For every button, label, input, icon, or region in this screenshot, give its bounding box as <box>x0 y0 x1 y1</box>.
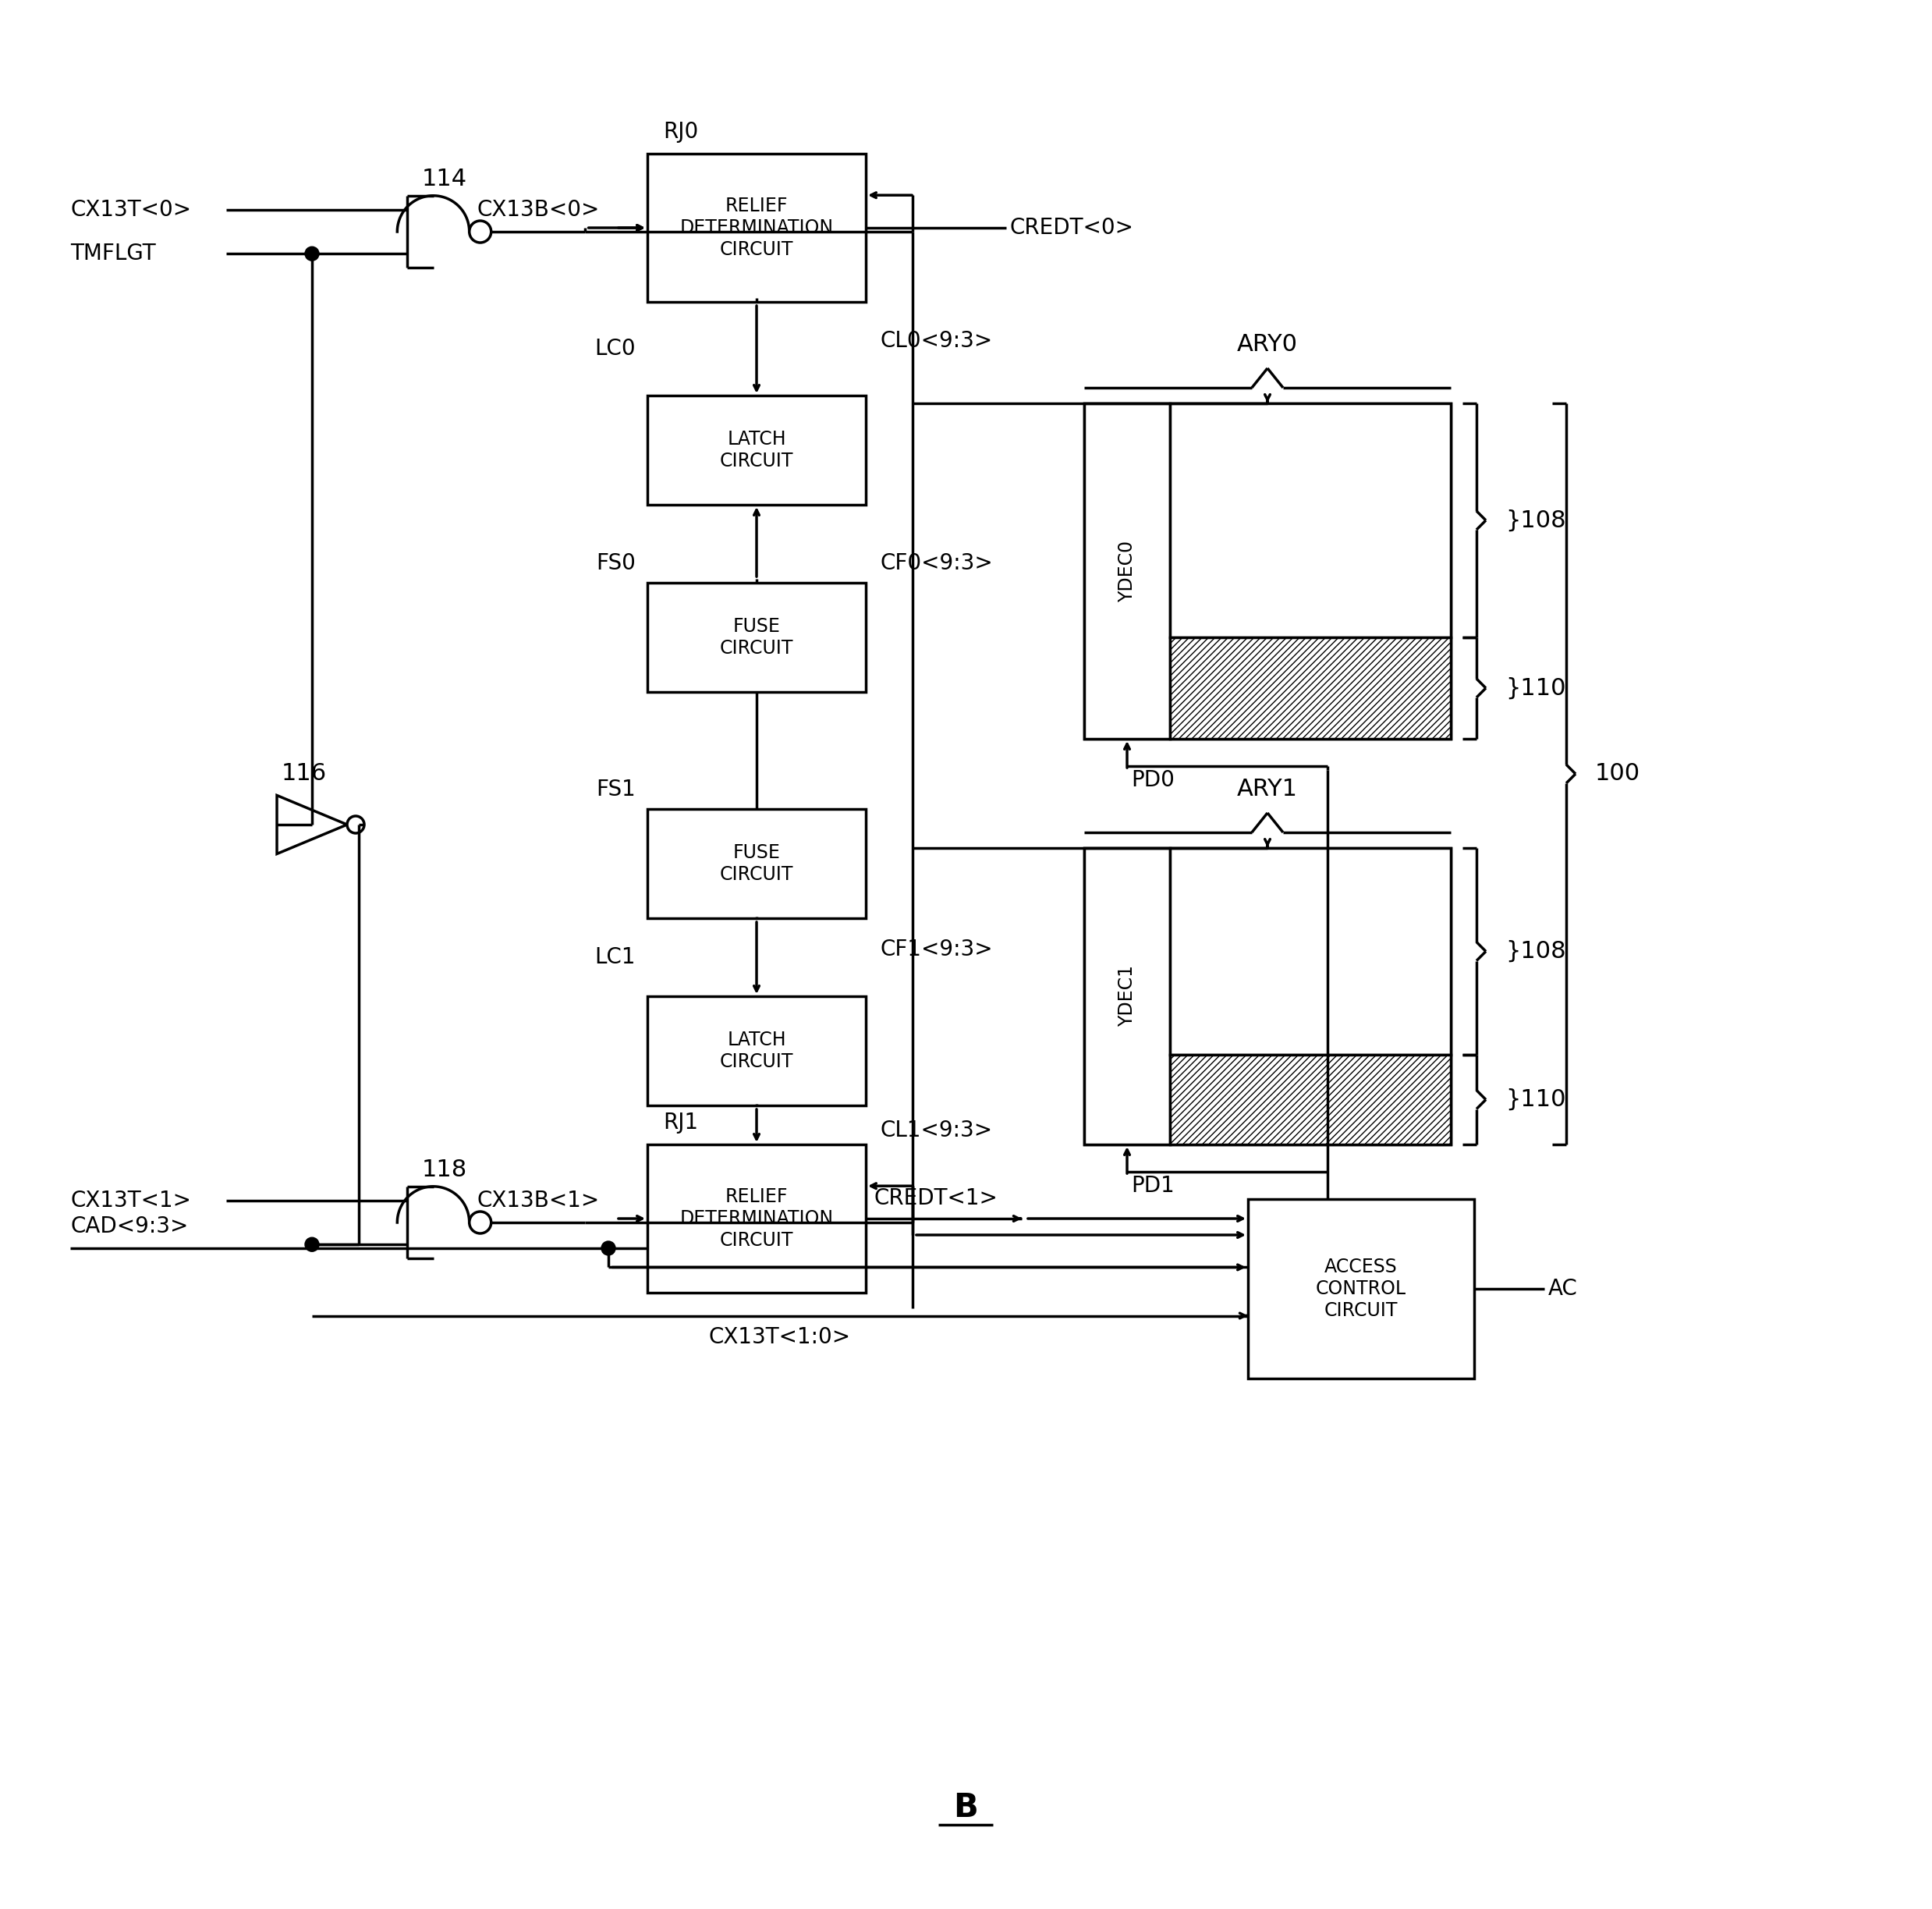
Text: RELIEF
DETERMINATION
CIRCUIT: RELIEF DETERMINATION CIRCUIT <box>680 197 833 260</box>
Text: FS1: FS1 <box>597 779 636 800</box>
Text: RELIEF
DETERMINATION
CIRCUIT: RELIEF DETERMINATION CIRCUIT <box>680 1187 833 1250</box>
Text: FUSE
CIRCUIT: FUSE CIRCUIT <box>721 844 794 884</box>
Text: PD1: PD1 <box>1130 1174 1175 1197</box>
Text: YDEC0: YDEC0 <box>1119 540 1136 601</box>
Text: LATCH
CIRCUIT: LATCH CIRCUIT <box>721 1031 794 1071</box>
Text: 116: 116 <box>282 762 327 785</box>
Text: }108: }108 <box>1505 939 1567 962</box>
Text: YDEC1: YDEC1 <box>1119 966 1136 1027</box>
Text: ACCESS
CONTROL
CIRCUIT: ACCESS CONTROL CIRCUIT <box>1316 1258 1406 1319</box>
Text: TMFLGT: TMFLGT <box>70 242 156 265</box>
Text: LATCH
CIRCUIT: LATCH CIRCUIT <box>721 430 794 470</box>
Bar <box>647 582 866 691</box>
Text: 114: 114 <box>421 168 468 191</box>
Text: LC0: LC0 <box>595 338 636 359</box>
Text: CREDT<1>: CREDT<1> <box>873 1187 997 1208</box>
Text: CX13T<1>: CX13T<1> <box>70 1189 191 1212</box>
Bar <box>1084 848 1451 1145</box>
Text: }110: }110 <box>1505 678 1565 699</box>
Bar <box>647 395 866 504</box>
Bar <box>1248 1199 1474 1378</box>
Bar <box>1084 403 1171 739</box>
Circle shape <box>601 1241 616 1256</box>
Bar <box>1084 848 1171 1145</box>
Circle shape <box>469 221 491 242</box>
Bar <box>1084 403 1451 739</box>
Text: LC1: LC1 <box>595 947 636 968</box>
Text: CL1<9:3>: CL1<9:3> <box>879 1119 993 1142</box>
Text: 118: 118 <box>421 1159 468 1182</box>
Text: }108: }108 <box>1505 510 1567 533</box>
Text: AC: AC <box>1548 1277 1578 1300</box>
Text: CF1<9:3>: CF1<9:3> <box>879 939 993 960</box>
Bar <box>1171 848 1451 1056</box>
Text: RJ1: RJ1 <box>663 1111 697 1134</box>
Bar <box>647 809 866 918</box>
Text: ARY1: ARY1 <box>1236 779 1298 800</box>
Text: CAD<9:3>: CAD<9:3> <box>70 1216 187 1237</box>
Text: PD0: PD0 <box>1130 769 1175 790</box>
Text: 100: 100 <box>1596 762 1640 785</box>
Text: RJ0: RJ0 <box>663 120 697 143</box>
Text: }110: }110 <box>1505 1088 1565 1111</box>
Text: CL0<9:3>: CL0<9:3> <box>879 330 993 351</box>
Text: CX13B<0>: CX13B<0> <box>477 199 599 221</box>
Bar <box>1171 1056 1451 1145</box>
Bar <box>647 996 866 1105</box>
Circle shape <box>305 1237 319 1252</box>
Text: ARY0: ARY0 <box>1236 334 1298 357</box>
Bar <box>647 155 866 302</box>
Bar <box>1171 638 1451 739</box>
Text: CX13B<1>: CX13B<1> <box>477 1189 599 1212</box>
Circle shape <box>348 815 365 832</box>
Text: CX13T<0>: CX13T<0> <box>70 199 191 221</box>
Text: CX13T<1:0>: CX13T<1:0> <box>709 1327 850 1348</box>
Circle shape <box>305 246 319 262</box>
Text: FS0: FS0 <box>595 552 636 575</box>
Bar <box>647 1145 866 1292</box>
Bar <box>1171 403 1451 638</box>
Circle shape <box>469 1212 491 1233</box>
Text: CF0<9:3>: CF0<9:3> <box>879 552 993 575</box>
Text: CREDT<0>: CREDT<0> <box>1010 218 1134 239</box>
Text: B: B <box>952 1791 978 1823</box>
Text: FUSE
CIRCUIT: FUSE CIRCUIT <box>721 617 794 657</box>
